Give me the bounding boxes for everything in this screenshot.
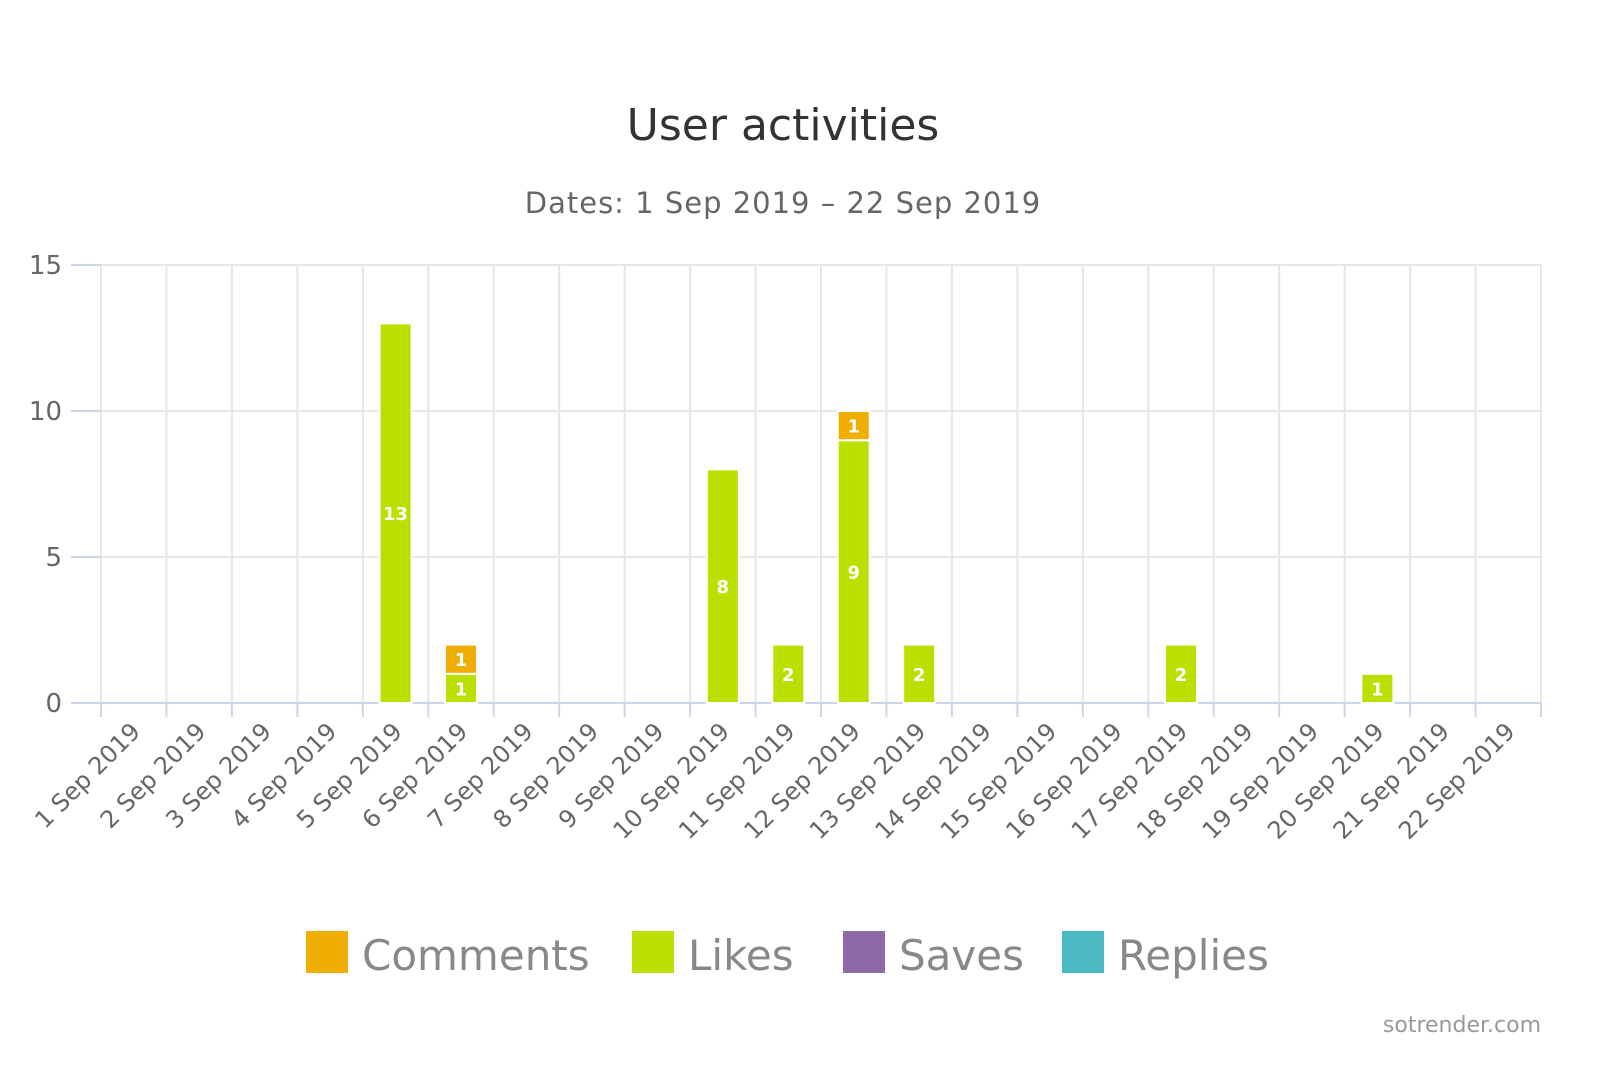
legend-swatch bbox=[1062, 931, 1104, 973]
legend: Comments Likes Saves Replies bbox=[306, 931, 1269, 980]
chart-title: User activities bbox=[627, 100, 940, 151]
bar-likes[interactable] bbox=[705, 468, 740, 704]
data-label: 2 bbox=[913, 665, 926, 686]
data-labels: 13 1 1 8 2 9 1 2 2 1 bbox=[383, 417, 1384, 701]
data-label: 8 bbox=[717, 577, 730, 598]
data-label: 1 bbox=[455, 650, 468, 671]
data-label: 1 bbox=[1371, 679, 1384, 700]
bar-likes[interactable] bbox=[378, 322, 413, 704]
data-label: 2 bbox=[782, 665, 795, 686]
bar-likes[interactable] bbox=[1164, 643, 1198, 704]
data-label: 9 bbox=[847, 563, 860, 584]
bars bbox=[378, 322, 1395, 704]
legend-label: Replies bbox=[1118, 931, 1269, 980]
data-label: 13 bbox=[383, 504, 408, 525]
bar-likes[interactable] bbox=[902, 643, 937, 704]
legend-item-saves[interactable]: Saves bbox=[843, 931, 1024, 980]
legend-label: Saves bbox=[899, 931, 1024, 980]
y-tick-label: 0 bbox=[45, 689, 62, 719]
bar-likes[interactable] bbox=[771, 643, 806, 704]
bar-likes[interactable] bbox=[444, 672, 478, 704]
bar-likes[interactable] bbox=[1360, 672, 1395, 704]
legend-item-replies[interactable]: Replies bbox=[1062, 931, 1269, 980]
y-tick-label: 5 bbox=[45, 543, 62, 573]
legend-item-likes[interactable]: Likes bbox=[632, 931, 794, 980]
legend-label: Likes bbox=[688, 931, 794, 980]
grid bbox=[71, 264, 1542, 717]
credit-link[interactable]: sotrender.com bbox=[1383, 1013, 1541, 1038]
legend-swatch bbox=[306, 931, 348, 973]
bar-likes[interactable] bbox=[836, 439, 871, 704]
data-label: 1 bbox=[847, 417, 860, 438]
chart-subtitle: Dates: 1 Sep 2019 – 22 Sep 2019 bbox=[525, 186, 1042, 220]
y-axis-ticks: 0 5 10 15 bbox=[29, 251, 62, 719]
legend-swatch bbox=[632, 931, 674, 973]
legend-item-comments[interactable]: Comments bbox=[306, 931, 590, 980]
data-label: 2 bbox=[1175, 665, 1188, 686]
legend-swatch bbox=[843, 931, 885, 973]
y-tick-label: 10 bbox=[29, 397, 62, 427]
y-tick-label: 15 bbox=[29, 251, 62, 281]
legend-label: Comments bbox=[362, 931, 590, 980]
bar-comments[interactable] bbox=[836, 410, 871, 442]
data-label: 1 bbox=[455, 679, 468, 700]
bar-comments[interactable] bbox=[444, 643, 478, 675]
